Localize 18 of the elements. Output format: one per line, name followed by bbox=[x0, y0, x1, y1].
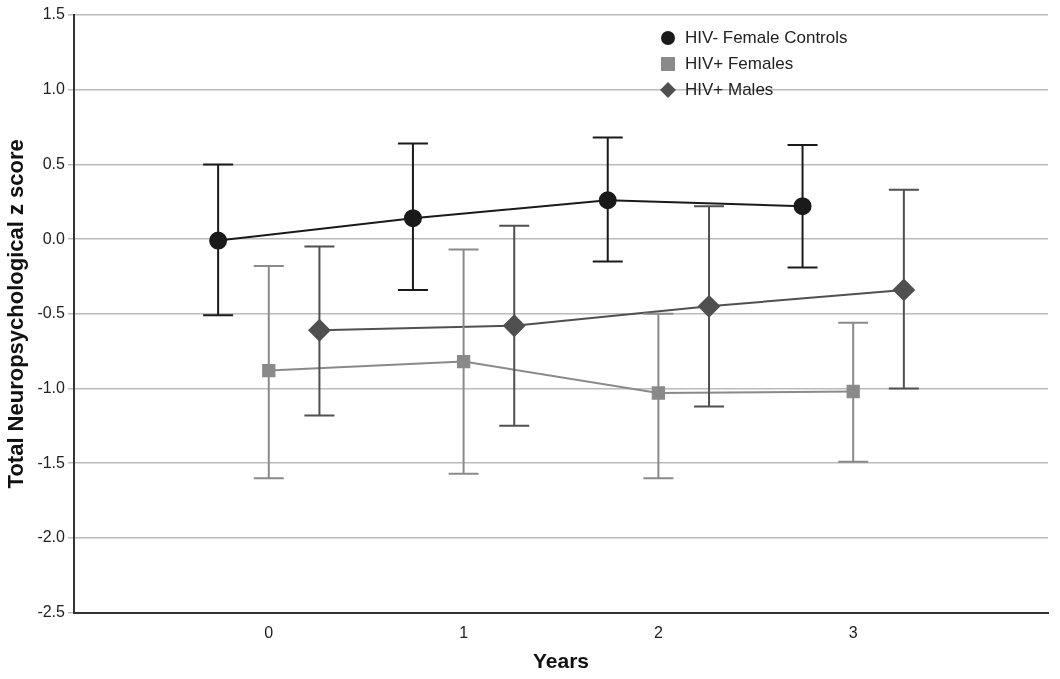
y-axis-title: Total Neuropsychological z score bbox=[3, 139, 29, 489]
x-tick-label: 0 bbox=[264, 623, 274, 641]
y-tick-label: 1.5 bbox=[42, 5, 66, 23]
x-tick-label: 2 bbox=[653, 623, 663, 641]
y-tick-label: 0.5 bbox=[42, 154, 66, 172]
legend-label: HIV- Female Controls bbox=[685, 27, 848, 49]
x-axis-title: Years bbox=[532, 649, 590, 673]
y-tick-label: 1.0 bbox=[42, 80, 66, 98]
y-tick-label: -2.5 bbox=[37, 603, 66, 621]
x-tick-label: 1 bbox=[459, 623, 469, 641]
y-tick-label: -2.0 bbox=[37, 528, 66, 546]
y-tick-label: -0.5 bbox=[37, 304, 66, 322]
legend-label: HIV+ Males bbox=[685, 79, 774, 101]
y-tick-label: 0.0 bbox=[42, 229, 66, 247]
y-tick-label: -1.0 bbox=[37, 378, 66, 396]
legend-label: HIV+ Females bbox=[685, 53, 794, 75]
y-tick-label: -1.5 bbox=[37, 453, 66, 471]
x-tick-label: 3 bbox=[848, 623, 858, 641]
